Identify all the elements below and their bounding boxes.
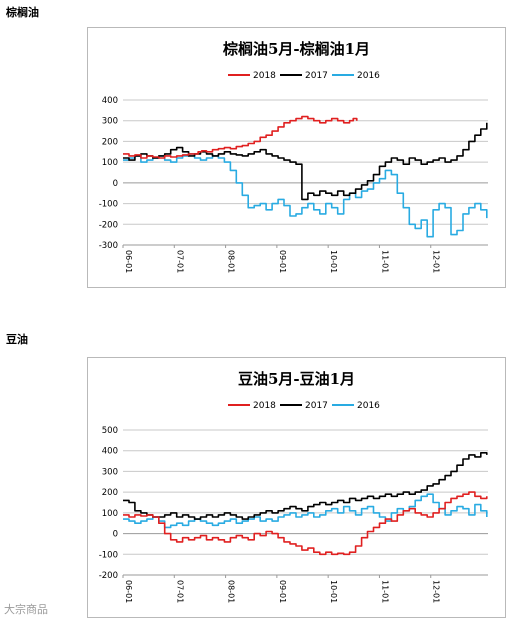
y-tick-label: 400: [102, 447, 118, 457]
series-line-2017: [123, 122, 488, 201]
y-tick-label: -200: [99, 571, 118, 581]
y-tick-label: -100: [99, 550, 118, 560]
x-tick-label: 07-01: [175, 580, 184, 603]
legend-label-2017: 2017: [305, 71, 328, 81]
series-line-2017: [123, 452, 488, 520]
chart-panel-soy: 豆油5月-豆油1月 2018 2017 2016 500 400 300 200 100 0 -1…: [87, 357, 506, 618]
section-label-soy: 豆油: [6, 333, 28, 346]
legend: 2018 2017 2016: [228, 71, 380, 81]
legend-label-2018: 2018: [253, 401, 276, 411]
series-line-2018: [123, 115, 358, 159]
y-tick-label: -100: [99, 200, 118, 210]
y-tick-label: 100: [102, 509, 118, 519]
y-tick-label: -300: [99, 241, 118, 251]
legend: 2018 2017 2016: [228, 401, 380, 411]
chart-panel-palm: 棕榈油5月-棕榈油1月 2018 2017 2016 400 300 200 100 0 -10…: [87, 27, 506, 288]
chart-plot-soy: 2018 2017 2016 500 400 300 200 100 0 -100 -200 06-0…: [99, 401, 488, 603]
legend-label-2016: 2016: [357, 71, 380, 81]
x-tick-label: 11-01: [380, 250, 389, 273]
series-line-2018: [123, 491, 488, 556]
series-line-2016: [123, 153, 488, 238]
x-tick-label: 06-01: [124, 250, 133, 273]
x-tick-label: 12-01: [432, 250, 441, 273]
x-tick-label: 08-01: [227, 580, 236, 603]
x-tick-label: 11-01: [380, 580, 389, 603]
legend-label-2016: 2016: [357, 401, 380, 411]
y-tick-label: 200: [102, 488, 118, 498]
x-tick-label: 09-01: [278, 250, 287, 273]
x-tick-label: 10-01: [329, 580, 338, 603]
section-label-palm: 棕榈油: [6, 6, 39, 19]
y-tick-label: 100: [102, 158, 118, 168]
y-tick-label: 0: [113, 179, 118, 189]
y-tick-label: 200: [102, 137, 118, 147]
y-tick-label: 300: [102, 467, 118, 477]
legend-label-2018: 2018: [253, 71, 276, 81]
x-tick-label: 12-01: [432, 580, 441, 603]
y-tick-label: 400: [102, 96, 118, 106]
x-tick-label: 08-01: [227, 250, 236, 273]
y-tick-label: 0: [113, 530, 118, 540]
chart-plot-palm: 2018 2017 2016 400 300 200 100 0 -100 -200 -300 06-…: [99, 71, 488, 273]
y-tick-label: 300: [102, 117, 118, 127]
x-tick-label: 09-01: [278, 580, 287, 603]
y-tick-label: 500: [102, 426, 118, 436]
y-tick-label: -200: [99, 220, 118, 230]
chart-title: 豆油5月-豆油1月: [237, 370, 356, 388]
x-tick-label: 06-01: [124, 580, 133, 603]
watermark-text: 大宗商品: [4, 603, 48, 616]
series-line-2016: [123, 493, 488, 529]
x-tick-label: 07-01: [175, 250, 184, 273]
legend-label-2017: 2017: [305, 401, 328, 411]
x-tick-label: 10-01: [329, 250, 338, 273]
chart-title: 棕榈油5月-棕榈油1月: [222, 40, 371, 58]
